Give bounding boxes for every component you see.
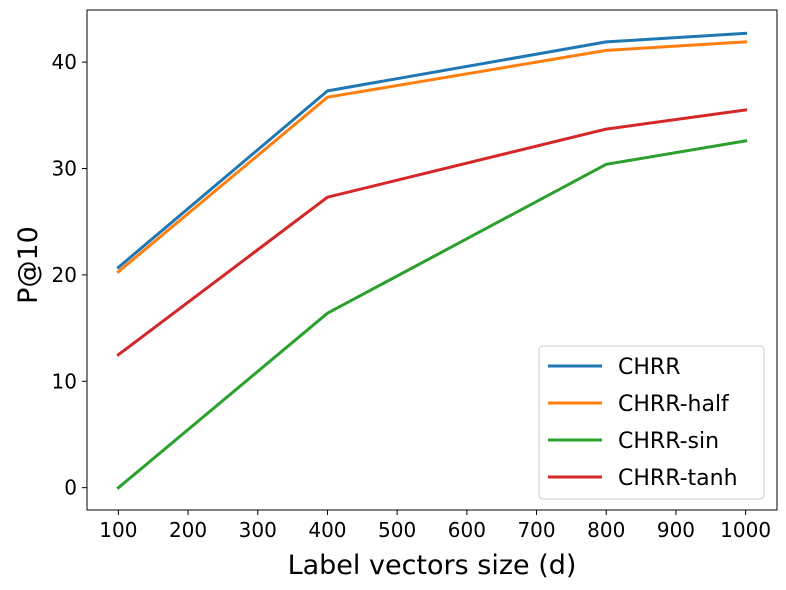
legend-frame xyxy=(538,345,765,500)
x-tick-label: 1000 xyxy=(720,518,771,542)
x-axis-ticks: 100 200 300 400 500 600 700 800 900 1000 xyxy=(99,510,771,542)
x-tick-label: 500 xyxy=(378,518,416,542)
x-tick-label: 200 xyxy=(169,518,207,542)
series-line-chrr-half xyxy=(116,40,748,274)
x-tick-label: 400 xyxy=(308,518,346,542)
legend-label-chrr-half: CHRR-half xyxy=(618,392,730,417)
y-tick-label: 0 xyxy=(64,476,77,500)
y-tick-label: 20 xyxy=(52,263,77,287)
y-tick-label: 30 xyxy=(52,157,77,181)
y-tick-label: 40 xyxy=(52,50,77,74)
series-line-chrr xyxy=(116,31,748,270)
y-axis-ticks: 0 10 20 30 40 xyxy=(52,50,87,500)
x-tick-label: 700 xyxy=(517,518,555,542)
series-line-chrr-tanh xyxy=(116,108,748,357)
legend: CHRR CHRR-half CHRR-sin CHRR-tanh xyxy=(538,345,765,500)
legend-label-chrr-sin: CHRR-sin xyxy=(618,429,719,454)
x-axis-label: Label vectors size (d) xyxy=(288,550,577,581)
y-axis-label: P@10 xyxy=(13,226,44,304)
legend-label-chrr: CHRR xyxy=(618,355,680,380)
plot-frame xyxy=(86,9,778,511)
x-tick-label: 100 xyxy=(99,518,137,542)
series-line-chrr-sin xyxy=(116,139,748,490)
y-tick-label: 10 xyxy=(52,369,77,393)
series-layer xyxy=(116,31,748,490)
x-tick-label: 800 xyxy=(587,518,625,542)
x-tick-label: 900 xyxy=(657,518,695,542)
x-tick-label: 300 xyxy=(239,518,277,542)
legend-label-chrr-tanh: CHRR-tanh xyxy=(618,466,738,491)
x-tick-label: 600 xyxy=(448,518,486,542)
